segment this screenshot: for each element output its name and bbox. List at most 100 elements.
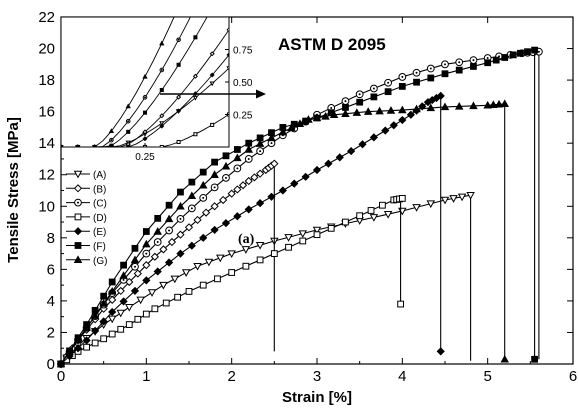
data-point: [187, 241, 196, 250]
data-point: [211, 158, 218, 166]
data-point-center: [358, 93, 361, 96]
data-point: [233, 153, 242, 162]
data-point: [501, 54, 509, 61]
data-point: [91, 339, 99, 347]
data-point: [466, 192, 475, 200]
data-point: [76, 144, 80, 147]
data-point: [83, 343, 90, 351]
y-tick-label: 12: [38, 167, 55, 184]
data-point: [270, 159, 279, 168]
data-point: [406, 110, 415, 119]
data-point: [176, 139, 181, 145]
x-axis-title: Strain [%]: [282, 389, 352, 406]
x-axis-ticks: 0 1 2 3 4 5 6: [57, 17, 577, 385]
data-point-center: [236, 167, 239, 170]
inset-y-tick-label: 0.50: [233, 78, 253, 89]
data-point-center: [213, 186, 216, 189]
data-point: [531, 46, 538, 54]
data-point: [73, 170, 83, 179]
data-point-center: [194, 6, 196, 8]
data-point: [204, 258, 214, 267]
data-point: [352, 108, 362, 116]
data-point: [233, 146, 241, 153]
data-point: [256, 169, 265, 178]
data-point: [500, 99, 509, 107]
data-point: [233, 212, 242, 221]
data-point: [250, 173, 259, 182]
data-point: [369, 214, 379, 222]
data-point: [73, 255, 83, 264]
x-tick-label: 5: [483, 368, 491, 385]
data-point: [256, 256, 264, 264]
data-point: [221, 218, 231, 228]
data-point-center: [444, 63, 446, 66]
data-point: [134, 315, 142, 323]
data-point: [142, 73, 148, 79]
data-point-center: [160, 68, 163, 71]
data-point: [82, 323, 91, 331]
data-point: [210, 202, 219, 211]
data-point-center: [330, 106, 333, 109]
chart-title: ASTM D 2095: [278, 35, 386, 54]
data-point: [238, 181, 248, 190]
data-point: [90, 311, 100, 319]
data-point: [181, 269, 191, 277]
data-point: [244, 145, 253, 153]
data-point-center: [344, 100, 347, 103]
data-point-center: [202, 196, 205, 199]
series-line: [60, 103, 506, 365]
data-point: [210, 122, 215, 127]
data-point: [142, 228, 150, 235]
data-point: [91, 326, 100, 335]
data-point: [210, 225, 219, 235]
data-point: [209, 81, 215, 87]
data-point: [209, 51, 215, 57]
data-point: [119, 297, 128, 306]
data-point: [130, 255, 140, 264]
legend-label: (E): [93, 227, 106, 238]
data-point: [389, 121, 398, 130]
y-tick-label: 14: [38, 135, 55, 152]
y-axis-title: Tensile Stress [MPa]: [5, 117, 22, 263]
data-point: [454, 101, 464, 110]
data-point: [531, 355, 538, 363]
data-point: [329, 110, 339, 119]
data-point: [418, 102, 427, 111]
inset-series-line: [61, 114, 229, 147]
data-point: [301, 172, 310, 181]
data-point: [384, 88, 392, 96]
data-point: [165, 201, 173, 209]
data-point: [99, 317, 108, 326]
data-point-center: [372, 87, 375, 90]
data-point: [469, 101, 478, 110]
data-point: [142, 129, 148, 135]
data-point: [210, 170, 219, 178]
data-point: [176, 230, 185, 239]
data-point-center: [259, 150, 262, 153]
data-point: [375, 106, 384, 115]
data-point: [185, 288, 193, 295]
data-point: [159, 144, 164, 147]
data-point-center: [247, 157, 250, 160]
data-point: [164, 258, 174, 267]
data-point: [440, 102, 450, 111]
data-point: [108, 295, 117, 304]
data-point: [142, 239, 151, 248]
data-point: [426, 103, 436, 112]
legend-label: (B): [93, 184, 106, 195]
data-point: [119, 271, 128, 279]
data-point: [177, 5, 181, 8]
data-point: [154, 214, 162, 222]
data-point: [82, 336, 91, 345]
data-point-center: [458, 61, 461, 64]
data-point: [188, 178, 196, 186]
data-point: [153, 267, 162, 276]
data-point: [457, 193, 467, 202]
y-tick-label: 6: [47, 261, 55, 278]
inset-y-tick-label: 0.25: [233, 111, 253, 122]
x-tick-label: 6: [569, 368, 577, 385]
data-point: [312, 226, 322, 235]
inset-y-tick-label: 0.75: [233, 46, 253, 57]
data-point: [176, 62, 181, 67]
